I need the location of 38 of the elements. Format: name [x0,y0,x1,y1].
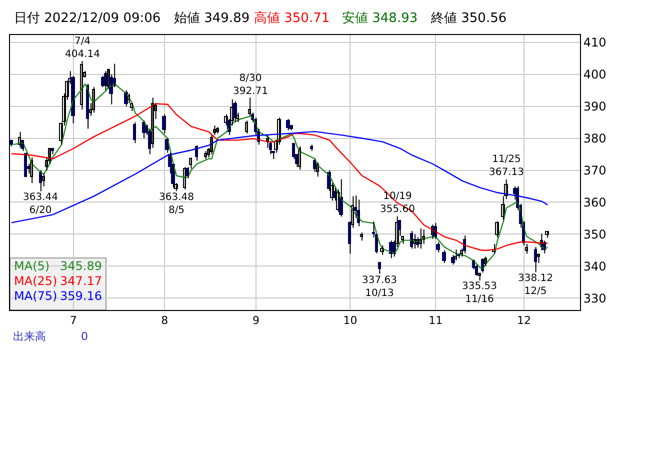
text: MA(25) [14,274,58,288]
x-tick-label: 12 [517,314,532,328]
text: 安値 348.93 [342,10,418,26]
x-tick-label: 8 [161,314,168,328]
text: 日付 2022/12/09 09:06 [14,11,161,26]
annotation: 7/4 404.14 [65,36,100,60]
text: MA(75) [14,289,58,303]
annotation: 8/30 392.71 [233,73,268,97]
text: 出来高 [13,330,46,343]
annotation: 363.44 6/20 [23,192,58,216]
y-tick-label: 410 [583,36,606,50]
x-tick-label: 9 [252,314,260,328]
annotation: 11/25 367.13 [489,154,524,178]
annotation: 359.16 [60,289,102,303]
x-tick-label: 11 [428,314,443,328]
y-tick-label: 350 [583,227,606,242]
text: 始値 349.89 [174,11,250,26]
annotation: 363.48 8/5 [159,192,194,216]
y-tick-label: 390 [583,100,606,114]
y-tick-label: 360 [583,195,606,210]
y-tick-label: 340 [583,259,606,274]
x-tick-label: 7 [70,314,77,328]
text: 0 [81,330,88,343]
text: MA(5) [14,259,50,273]
text: 高値 350.71 [254,10,330,26]
line-series [10,103,548,252]
line-series [10,130,548,224]
annotation: 338.12 12/5 [518,273,553,297]
annotation: 345.89 [60,259,102,273]
x-tick-label: 10 [343,314,358,328]
y-tick-label: 330 [583,291,606,306]
y-tick-label: 370 [583,163,606,178]
y-tick-label: 380 [583,131,606,146]
y-tick-label: 400 [583,68,606,82]
annotation: 347.17 [60,274,102,288]
annotation: 335.53 11/16 [462,281,497,305]
annotation: 337.63 10/13 [362,275,397,299]
text: 終値 350.56 [430,11,507,26]
